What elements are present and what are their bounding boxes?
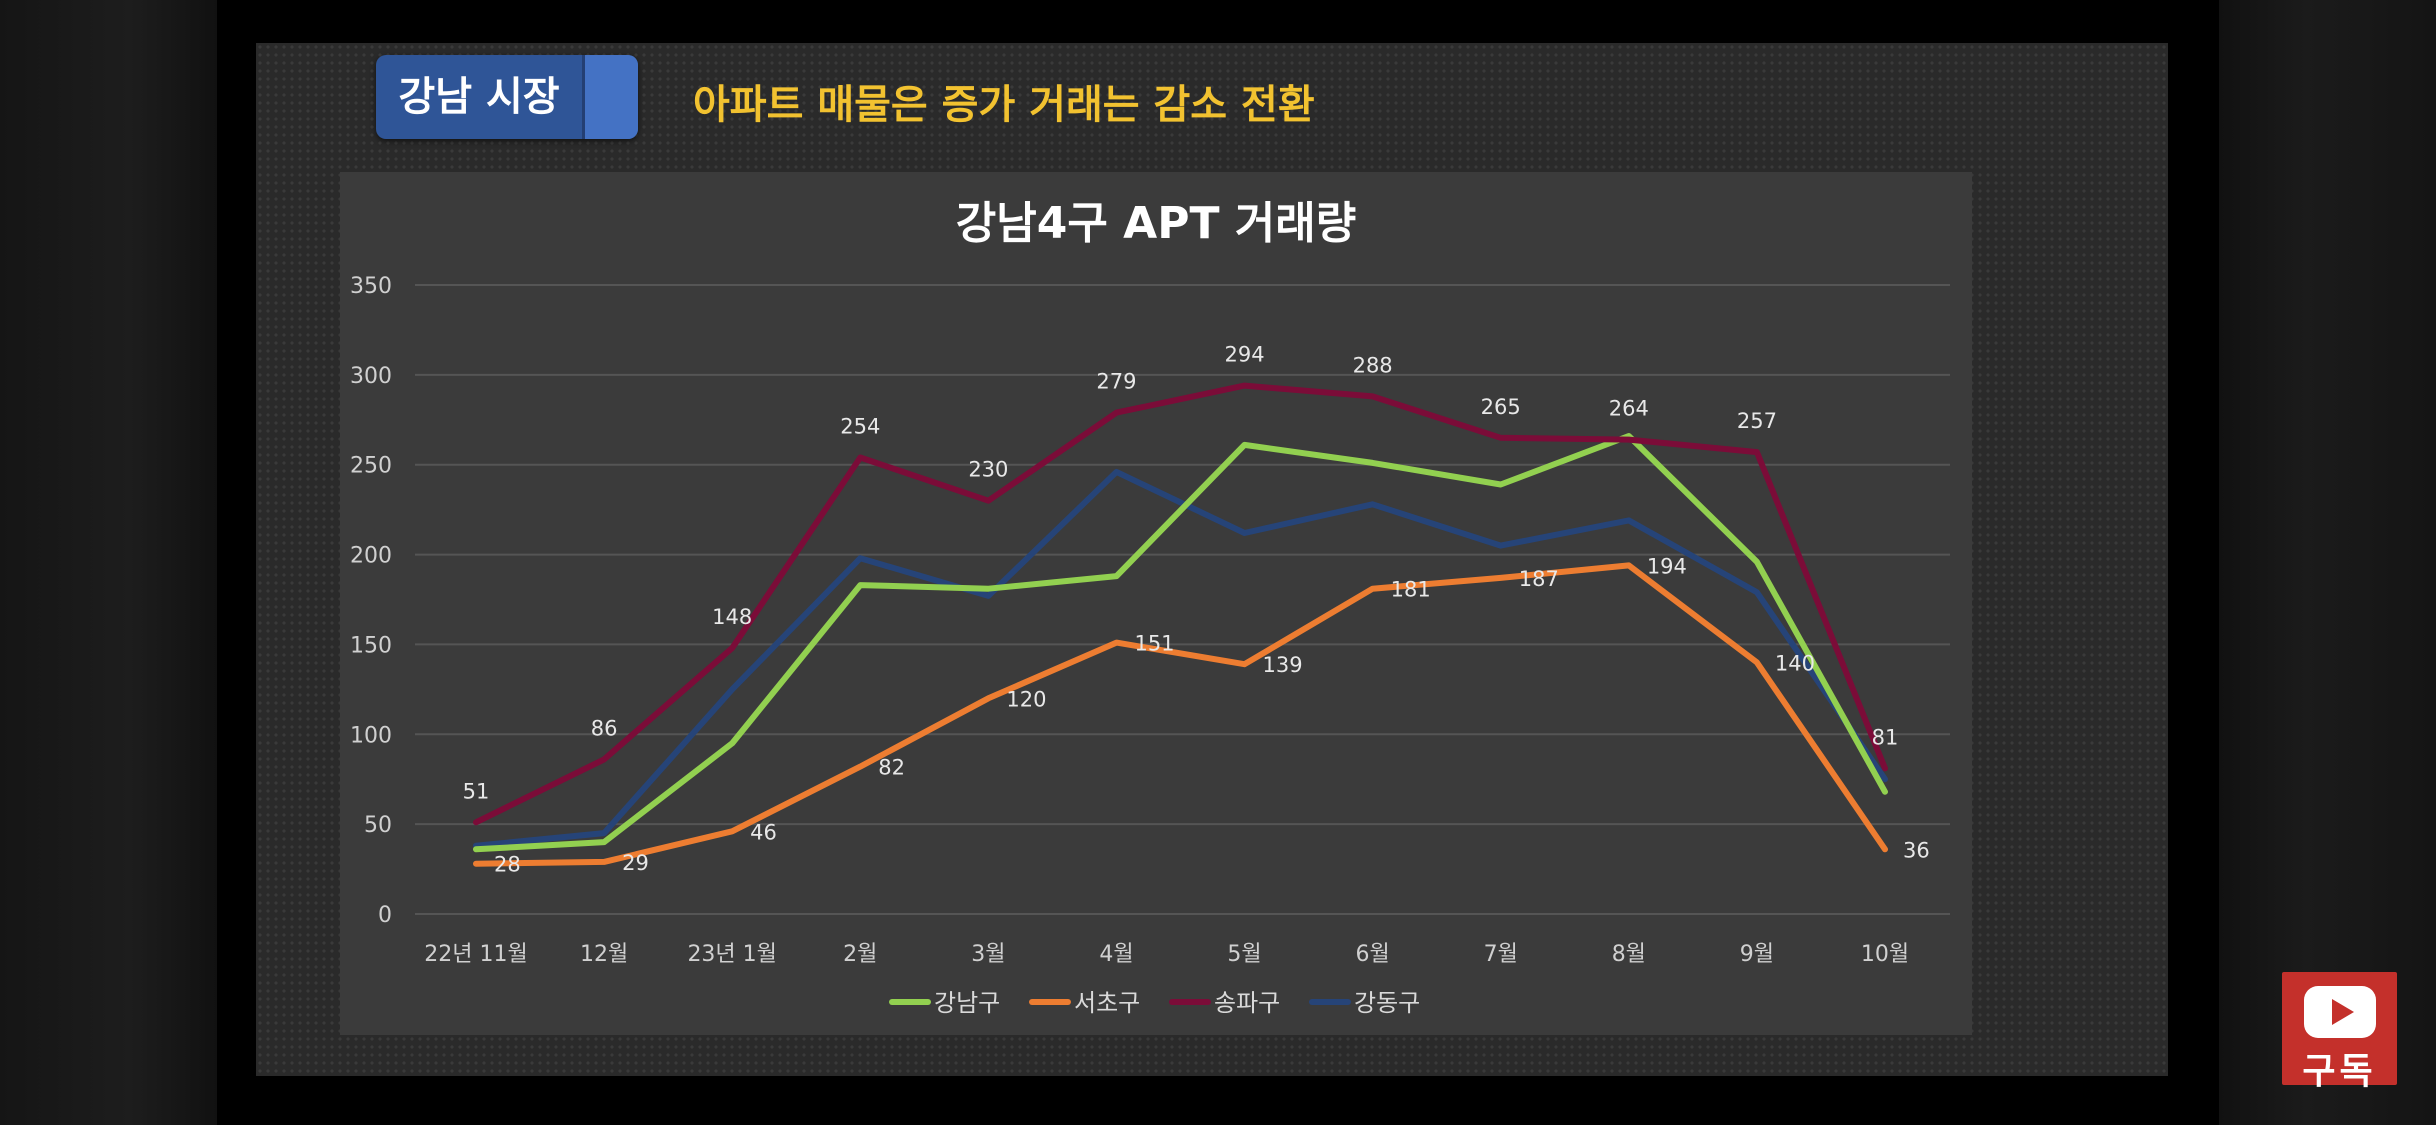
data-label: 288	[1353, 353, 1393, 377]
data-label: 29	[622, 851, 649, 875]
y-tick-label: 100	[350, 723, 392, 748]
series-line-강남구	[473, 433, 1888, 853]
data-label: 139	[1263, 653, 1303, 677]
data-label: 46	[750, 820, 777, 844]
y-tick-label: 50	[364, 813, 392, 838]
data-label: 264	[1609, 397, 1649, 421]
subscribe-button[interactable]: 구독	[2282, 972, 2397, 1092]
x-tick-label: 6월	[1356, 942, 1390, 967]
data-labels: 28 29 46 82 120 151 139 181 187 194 140 36 51 86 148 25…	[463, 343, 1930, 877]
y-axis-ticks: 0 50 100 150 200 250 300 350	[350, 274, 392, 928]
x-tick-label: 2월	[843, 942, 877, 967]
data-label: 257	[1737, 409, 1777, 433]
x-tick-label: 22년 11월	[424, 942, 527, 967]
data-label: 294	[1224, 343, 1264, 367]
x-tick-label: 3월	[971, 942, 1005, 967]
data-label: 148	[712, 605, 752, 629]
data-label: 51	[463, 779, 490, 803]
y-tick-label: 200	[350, 544, 392, 569]
y-tick-label: 250	[350, 454, 392, 479]
data-label: 140	[1775, 651, 1815, 675]
data-label: 151	[1134, 632, 1174, 656]
grid-layer	[415, 284, 1950, 915]
legend-label: 강동구	[1354, 989, 1420, 1017]
data-label: 194	[1647, 554, 1687, 578]
data-label: 230	[968, 458, 1008, 482]
x-axis-ticks: 22년 11월 12월 23년 1월 2월 3월 4월 5월 6월 7월 8월 9월 10월	[424, 942, 1909, 967]
x-tick-label: 23년 1월	[687, 942, 776, 967]
data-label: 28	[494, 853, 521, 877]
left-background-panel	[0, 0, 217, 1125]
x-tick-label: 7월	[1484, 942, 1518, 967]
data-label: 265	[1481, 395, 1521, 419]
x-tick-label: 4월	[1099, 942, 1133, 967]
y-tick-label: 150	[350, 633, 392, 658]
legend-label: 서초구	[1074, 989, 1140, 1017]
legend-label: 송파구	[1214, 989, 1280, 1017]
x-tick-label: 8월	[1612, 942, 1646, 967]
y-tick-label: 300	[350, 364, 392, 389]
chart-title: 강남4구 APT 거래량	[956, 198, 1356, 249]
series-line-송파구	[473, 382, 1888, 826]
line-chart: 강남4구 APT 거래량 0 50 100 150 200 250 300 350 22년 1…	[350, 198, 1950, 1017]
data-label: 187	[1519, 567, 1559, 591]
series-layer	[473, 382, 1888, 867]
legend-label: 강남구	[934, 989, 1000, 1017]
legend: 강남구 서초구 송파구 강동구	[889, 989, 1420, 1017]
data-label: 86	[591, 716, 618, 740]
subscribe-label: 구독	[2302, 1051, 2377, 1092]
section-tag: 강남 시장	[376, 55, 638, 139]
section-tag-accent	[582, 55, 638, 139]
y-tick-label: 0	[378, 903, 392, 928]
slide-headline: 아파트 매물은 증가 거래는 감소 전환	[693, 82, 1315, 128]
series-line-강동구	[473, 468, 1888, 849]
right-background-panel	[2219, 0, 2436, 1125]
youtube-play-icon	[2304, 986, 2376, 1038]
data-label: 82	[878, 756, 905, 780]
data-label: 254	[840, 415, 880, 439]
data-label: 36	[1903, 838, 1930, 862]
x-tick-label: 5월	[1227, 942, 1261, 967]
x-tick-label: 10월	[1861, 942, 1909, 967]
section-tag-label: 강남 시장	[398, 74, 560, 120]
series-line-서초구	[473, 562, 1888, 867]
data-label: 181	[1391, 578, 1431, 602]
data-label: 279	[1096, 370, 1136, 394]
data-label: 120	[1006, 687, 1046, 711]
data-label: 81	[1872, 725, 1899, 749]
y-tick-label: 350	[350, 274, 392, 299]
x-tick-label: 9월	[1740, 942, 1774, 967]
x-tick-label: 12월	[580, 942, 628, 967]
chart-panel	[340, 172, 1972, 1035]
